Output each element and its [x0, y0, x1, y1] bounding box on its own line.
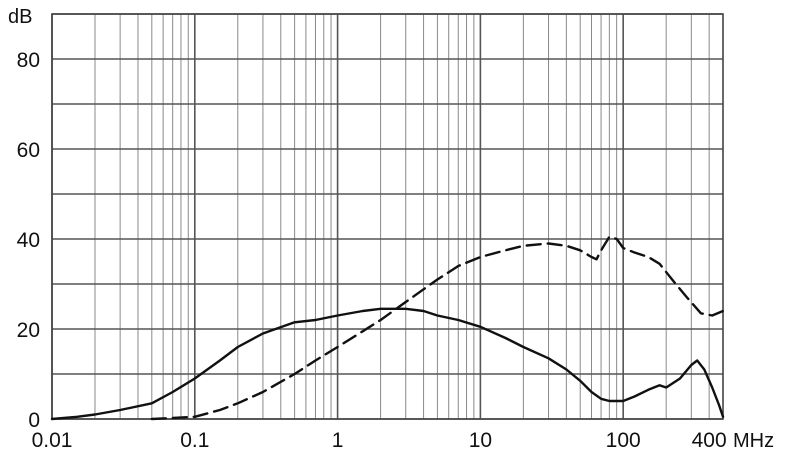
y-tick-label: 20	[17, 319, 40, 342]
labels: dB MHz 0.01 0.1 1 10 100 400 0 20 40 60 80	[8, 6, 774, 452]
y-tick-label: 80	[17, 49, 40, 72]
series-layer	[50, 235, 725, 421]
x-tick-label: 1	[332, 429, 344, 452]
plot-frame	[51, 13, 724, 420]
series-solid-line	[50, 307, 725, 421]
series-dashed-line	[150, 235, 725, 421]
y-axis-label: dB	[8, 6, 32, 28]
y-tick-label: 60	[17, 139, 40, 162]
x-tick-label: 100	[606, 429, 641, 452]
y-tick-label: 0	[28, 409, 40, 432]
x-tick-label: 0.01	[32, 429, 73, 452]
x-tick-label: 400	[692, 429, 727, 452]
x-tick-label: 10	[469, 429, 492, 452]
x-axis-unit: MHz	[733, 430, 774, 452]
y-tick-label: 40	[17, 229, 40, 252]
x-tick-label: 0.1	[180, 429, 209, 452]
grid	[51, 13, 724, 420]
